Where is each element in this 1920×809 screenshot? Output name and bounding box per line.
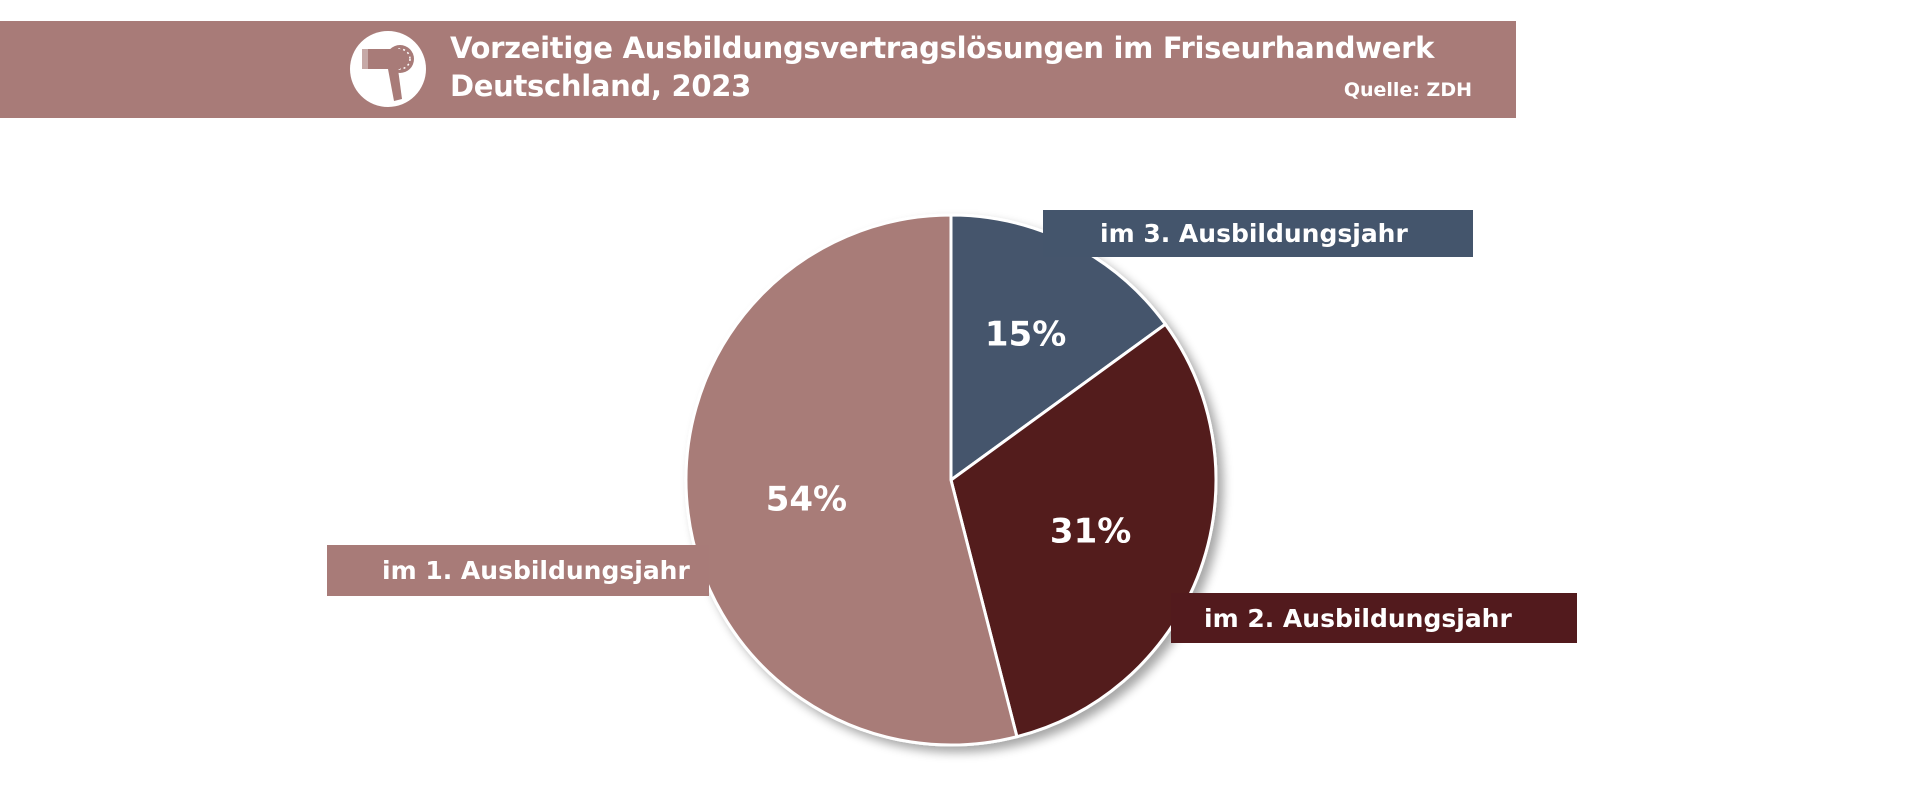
slice-value-label: 31% (1050, 511, 1131, 551)
source-note: Quelle: ZDH (1343, 79, 1472, 101)
chart-subtitle: Deutschland, 2023 (450, 69, 751, 103)
chart-title: Vorzeitige Ausbildungsvertragslösungen i… (450, 31, 1435, 65)
hair-dryer-icon (350, 31, 426, 107)
slice-label-year1: im 1. Ausbildungsjahr (327, 545, 709, 596)
slice-value-label: 15% (985, 315, 1066, 355)
slice-label-year3: im 3. Ausbildungsjahr (1043, 210, 1473, 257)
slice-year2 (949, 322, 1218, 739)
slice-label-year2: im 2. Ausbildungsjahr (1171, 593, 1577, 643)
slice-value-label: 54% (766, 479, 847, 519)
slice-year1 (684, 213, 1019, 747)
title-banner: Vorzeitige Ausbildungsvertragslösungen i… (0, 21, 1516, 118)
